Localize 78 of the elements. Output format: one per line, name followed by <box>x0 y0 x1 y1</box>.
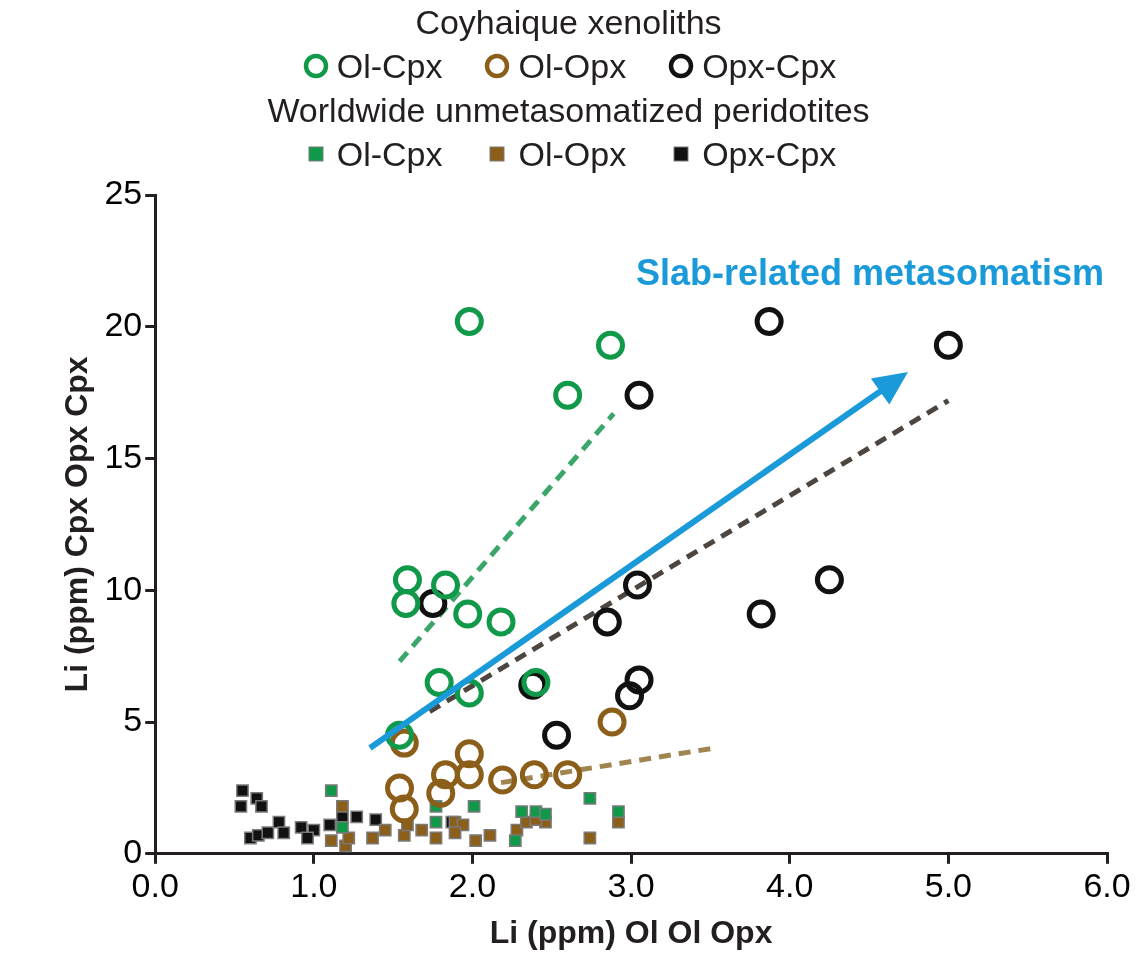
point <box>336 821 349 834</box>
x-tick-label: 1.0 <box>290 865 338 904</box>
point <box>553 380 583 410</box>
x-tick-label: 4.0 <box>766 865 814 904</box>
point <box>391 588 421 618</box>
point <box>592 607 622 637</box>
point <box>234 799 248 813</box>
legend-label: Opx-Cpx <box>702 134 837 175</box>
point <box>323 818 337 832</box>
point <box>483 828 497 842</box>
point <box>448 826 462 840</box>
point <box>515 805 529 819</box>
point <box>324 834 338 848</box>
point <box>415 823 429 837</box>
point <box>350 810 364 824</box>
y-tick-label: 20 <box>104 305 143 344</box>
point <box>454 739 484 769</box>
point <box>469 834 483 848</box>
x-axis-title: Li (ppm) Ol Ol Opx <box>489 913 773 950</box>
x-tick-label: 5.0 <box>924 865 972 904</box>
point <box>595 330 625 360</box>
point <box>553 760 583 790</box>
point <box>369 813 383 826</box>
point <box>385 773 415 803</box>
point <box>336 799 349 813</box>
y-tick-label: 5 <box>123 700 143 739</box>
point <box>236 784 249 797</box>
point <box>261 826 275 840</box>
point <box>583 831 597 845</box>
point <box>301 831 314 845</box>
point <box>508 834 522 848</box>
legend-label: Opx-Cpx <box>702 46 837 87</box>
legend-label: Ol-Opx <box>518 46 627 87</box>
point <box>624 665 654 695</box>
legend-title: Coyhaique xenoliths <box>414 2 723 43</box>
x-tick-label: 6.0 <box>1083 865 1131 904</box>
point <box>612 805 625 819</box>
point <box>486 607 516 637</box>
point <box>294 821 308 834</box>
point <box>622 570 652 600</box>
point <box>392 565 422 595</box>
point <box>583 792 597 805</box>
annotation: Slab-related metasomatism <box>635 252 1105 293</box>
x-tick-label: 3.0 <box>607 865 655 904</box>
point <box>454 760 484 790</box>
point <box>519 760 549 790</box>
y-tick-label: 25 <box>104 173 143 212</box>
y-tick-label: 10 <box>104 568 143 607</box>
legend-label: Ol-Cpx <box>336 134 443 175</box>
legend-label: Ol-Opx <box>518 134 627 175</box>
y-axis-title: Li (ppm) Cpx Opx Cpx <box>58 356 95 693</box>
point <box>431 570 461 600</box>
point <box>597 707 627 737</box>
point <box>933 330 963 360</box>
point <box>539 807 552 821</box>
x-tick-label: 2.0 <box>448 865 497 904</box>
point <box>255 799 268 813</box>
y-tick-label: 15 <box>104 436 143 475</box>
point <box>615 681 645 711</box>
point <box>453 599 483 629</box>
point <box>467 799 481 813</box>
point <box>488 765 518 795</box>
point <box>754 306 784 336</box>
point <box>324 784 338 797</box>
point <box>429 815 443 829</box>
text: Worldwide unmetasomatized peridotites <box>266 90 871 131</box>
point <box>378 823 392 837</box>
point <box>277 826 291 840</box>
point <box>814 565 844 595</box>
point <box>542 720 572 750</box>
point <box>454 306 484 336</box>
point <box>389 794 419 824</box>
legend-label: Ol-Cpx <box>336 46 443 87</box>
point <box>426 778 456 808</box>
point <box>397 828 411 842</box>
point <box>746 599 776 629</box>
point <box>624 380 654 410</box>
point <box>366 831 379 845</box>
